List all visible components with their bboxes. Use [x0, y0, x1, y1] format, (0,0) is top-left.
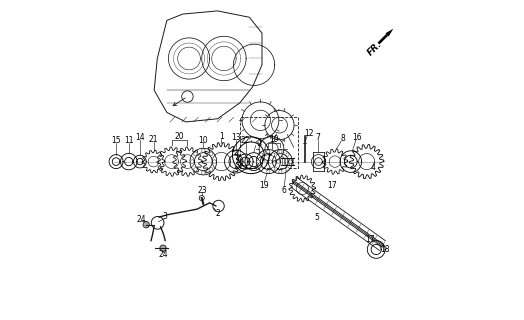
Circle shape: [279, 150, 282, 153]
Polygon shape: [378, 34, 388, 44]
Text: 7: 7: [315, 133, 320, 142]
Circle shape: [259, 153, 263, 156]
Text: FR.: FR.: [366, 39, 384, 58]
Circle shape: [259, 167, 263, 170]
Text: 17: 17: [365, 236, 375, 244]
Text: 15: 15: [111, 136, 121, 146]
Circle shape: [279, 170, 282, 173]
Text: 21: 21: [149, 135, 158, 144]
Text: 10: 10: [199, 135, 208, 145]
Text: 3: 3: [162, 212, 167, 221]
Text: 13: 13: [231, 133, 241, 142]
Text: 24: 24: [136, 214, 146, 223]
Circle shape: [190, 160, 194, 164]
Circle shape: [202, 171, 205, 174]
Text: 17: 17: [327, 181, 336, 190]
Text: 11: 11: [124, 136, 134, 146]
Text: 19: 19: [269, 135, 279, 144]
Text: 19: 19: [259, 181, 269, 190]
Text: 9: 9: [256, 139, 261, 148]
Circle shape: [202, 149, 205, 152]
Circle shape: [277, 160, 280, 163]
Polygon shape: [386, 29, 394, 36]
Circle shape: [257, 160, 260, 163]
Text: 4: 4: [370, 163, 376, 172]
Circle shape: [274, 153, 277, 156]
Text: 5: 5: [314, 213, 319, 222]
Circle shape: [271, 167, 275, 170]
Circle shape: [210, 152, 213, 156]
Circle shape: [269, 160, 272, 163]
Circle shape: [199, 196, 204, 201]
Text: 20: 20: [174, 132, 184, 141]
Text: 14: 14: [135, 133, 145, 142]
Circle shape: [194, 168, 197, 171]
Circle shape: [286, 153, 289, 156]
Circle shape: [160, 245, 166, 252]
Text: 18: 18: [380, 245, 390, 254]
Circle shape: [267, 170, 270, 173]
Circle shape: [267, 150, 270, 153]
Text: 22: 22: [241, 136, 250, 146]
Circle shape: [289, 160, 292, 163]
Text: 24: 24: [158, 250, 168, 259]
Text: 2: 2: [215, 209, 220, 219]
Text: 1: 1: [219, 132, 224, 141]
Circle shape: [194, 152, 197, 156]
Circle shape: [143, 221, 149, 228]
Text: 16: 16: [352, 133, 362, 142]
Circle shape: [274, 167, 277, 170]
Circle shape: [271, 153, 275, 156]
Text: 8: 8: [341, 134, 345, 143]
Text: 12: 12: [304, 129, 314, 138]
Circle shape: [213, 160, 216, 164]
Text: 23: 23: [198, 186, 207, 195]
Bar: [240, 117, 299, 168]
Text: 6: 6: [282, 186, 287, 195]
Circle shape: [286, 167, 289, 170]
Circle shape: [210, 168, 213, 171]
